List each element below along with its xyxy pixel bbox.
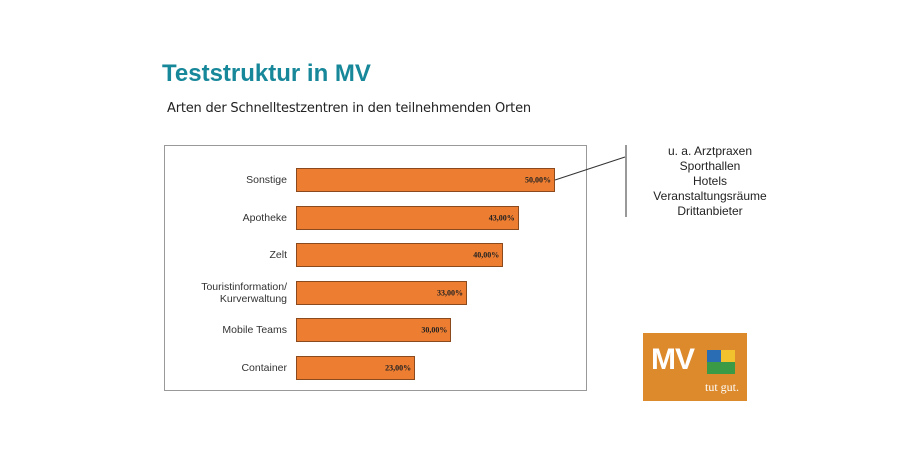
category-label: Zelt <box>269 249 287 262</box>
logo-text: MV <box>651 343 695 376</box>
chart-frame <box>164 145 587 391</box>
bar <box>296 205 519 230</box>
annotation: u. a. Arztpraxen Sporthallen Hotels Veranst… <box>630 144 790 219</box>
logo-flag <box>707 350 735 374</box>
bar <box>296 356 416 380</box>
annotation-line: Veranstaltungsräume <box>653 189 767 203</box>
annotation-line: Drittanbieter <box>677 204 743 218</box>
category-label: Container <box>241 362 287 374</box>
category-label: Apotheke <box>242 211 287 224</box>
slide-title: Teststruktur in MV <box>162 60 371 87</box>
annotation-line: u. a. Arztpraxen <box>667 144 753 158</box>
bar <box>296 318 452 343</box>
logo: MV tut gut. <box>643 333 747 401</box>
chart-subtitle: Arten der Schnelltestzentren in den teil… <box>167 101 531 116</box>
value-label: 30,00% <box>421 325 448 335</box>
category-label: Touristinformation/ Kurverwaltung <box>201 280 287 305</box>
bar <box>296 243 504 268</box>
annotation-line: Sporthallen <box>679 159 741 173</box>
logo-tagline: tut gut. <box>704 380 739 394</box>
category-label: Sonstige <box>246 174 287 186</box>
annotation-line: Hotels <box>692 174 727 188</box>
value-label: 33,00% <box>436 288 463 298</box>
value-label: 23,00% <box>385 363 412 373</box>
value-label: 40,00% <box>473 250 500 260</box>
bar <box>296 168 555 192</box>
category-label: Mobile Teams <box>222 324 287 337</box>
bar <box>296 280 467 305</box>
value-label: 43,00% <box>488 213 515 223</box>
value-label: 50,00% <box>525 175 551 185</box>
